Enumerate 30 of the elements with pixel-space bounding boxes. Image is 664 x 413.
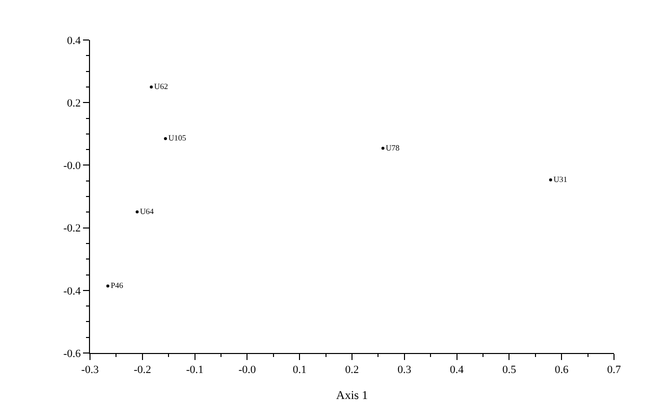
data-label: U62 <box>154 82 168 91</box>
x-tick-label: -0.2 <box>134 364 152 376</box>
x-tick-label: 0.3 <box>398 364 412 376</box>
data-label: U64 <box>140 206 154 216</box>
point <box>150 85 153 88</box>
x-tick-label: 0.6 <box>554 364 569 376</box>
point <box>381 146 384 150</box>
data-label: U31 <box>553 174 568 184</box>
x-tick-label: -0.3 <box>81 364 100 376</box>
y-tick-label: -0.0 <box>63 160 82 172</box>
x-tick-label: -0.0 <box>238 364 256 376</box>
point <box>164 137 167 140</box>
x-axis-title: Axis 1 <box>336 388 368 402</box>
x-tick-label: 0.2 <box>345 364 359 376</box>
y-tick-label: 0.2 <box>67 97 81 110</box>
point <box>136 210 139 214</box>
data-label: P46 <box>110 281 124 290</box>
x-tick-label: -0.1 <box>186 364 204 376</box>
data-label: U78 <box>386 143 400 152</box>
data-label: U105 <box>168 134 186 143</box>
x-tick-label: 0.1 <box>292 364 306 376</box>
y-tick-label: -0.6 <box>63 348 82 360</box>
x-tick-label: 0.7 <box>607 364 622 376</box>
y-tick-label: 0.4 <box>67 34 82 47</box>
y-tick-label: -0.4 <box>63 285 82 298</box>
y-tick-label: -0.2 <box>63 222 81 235</box>
point <box>549 178 552 182</box>
x-tick-label: 0.5 <box>502 364 517 376</box>
point <box>106 284 110 288</box>
x-tick-label: 0.4 <box>450 364 464 376</box>
